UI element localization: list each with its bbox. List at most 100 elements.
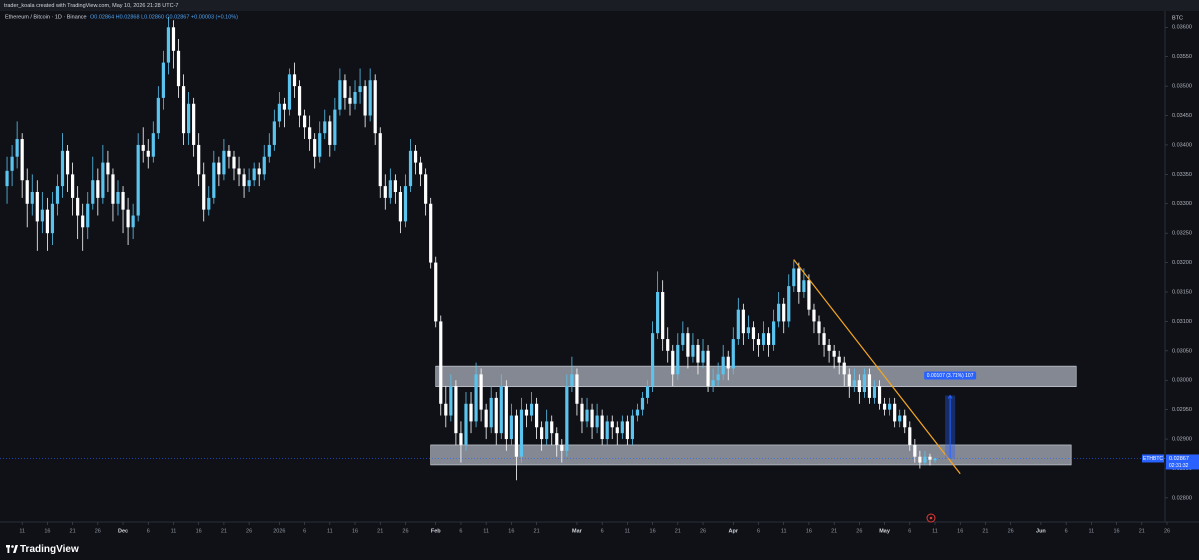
candle-body	[217, 162, 221, 175]
x-tick-label: 6	[908, 528, 911, 534]
candle-body	[408, 150, 413, 187]
candle-body	[439, 321, 443, 404]
measure-label: 0.00107 (3.71%) 107	[927, 373, 974, 379]
candle-body	[292, 74, 297, 87]
symbol-label-box	[1142, 454, 1164, 463]
candle-body	[277, 103, 281, 122]
candle-body	[313, 139, 317, 157]
candle-body	[297, 86, 302, 116]
x-tick-label: 16	[196, 528, 202, 534]
candle-body	[76, 197, 80, 216]
candle-body	[711, 380, 715, 387]
x-tick-label: 26	[95, 528, 101, 534]
candle-body	[529, 403, 534, 416]
y-tick-label: 0.02900	[1172, 437, 1192, 443]
header-bar	[0, 0, 1199, 11]
candle-body	[731, 339, 735, 369]
candle-body	[580, 403, 584, 422]
price-zone	[435, 365, 1077, 388]
candle-body	[489, 397, 493, 428]
candle-body	[590, 409, 594, 428]
symbol-label: ETHBTC	[1143, 456, 1163, 462]
candle-body	[413, 150, 418, 163]
footer-brand: TradingView	[20, 544, 79, 555]
x-tick-label: 21	[221, 528, 227, 534]
logo-part	[11, 545, 14, 548]
candle-body	[671, 350, 675, 375]
candle-body	[736, 309, 740, 340]
candle-body	[918, 456, 922, 463]
x-tick-label: 26	[856, 528, 862, 534]
candle-body	[338, 80, 342, 110]
candle-body	[5, 170, 9, 187]
x-tick-label: May	[879, 528, 891, 534]
x-tick-label: 21	[675, 528, 681, 534]
candle-body	[192, 103, 196, 145]
candle-body	[151, 133, 155, 157]
plot-area: 0.00107 (3.71%) 107	[0, 16, 1165, 481]
x-tick-label: 26	[1164, 528, 1170, 534]
candle-body	[308, 127, 312, 140]
candle-body	[25, 180, 29, 204]
candle-body	[121, 192, 125, 210]
candle-body	[373, 80, 377, 134]
x-tick-label: 16	[352, 528, 358, 534]
candle-body	[116, 192, 120, 204]
candle-body	[454, 386, 458, 434]
candle-body	[691, 344, 695, 357]
x-tick-label: 6	[1065, 528, 1068, 534]
event-icon[interactable]	[926, 513, 936, 523]
x-tick-label: 16	[806, 528, 812, 534]
x-tick-label: 6	[147, 528, 150, 534]
candle-body	[872, 386, 877, 398]
x-tick-label: 16	[508, 528, 514, 534]
countdown-label: 02:31:32	[1169, 463, 1189, 469]
x-tick-label: 11	[781, 528, 787, 534]
candle-body	[60, 150, 65, 187]
candle-body	[908, 427, 912, 445]
candle-body	[242, 174, 246, 187]
candle-body	[363, 86, 367, 116]
candle-body	[434, 262, 438, 322]
y-tick-label: 0.03400	[1172, 142, 1192, 148]
x-tick-label: 16	[1114, 528, 1120, 534]
candle-body	[524, 409, 529, 416]
legend-ohlc: O0.02864 H0.02868 L0.02860 C0.02867 +0.0…	[90, 14, 238, 20]
candle-body	[812, 309, 816, 322]
x-tick-label: 6	[601, 528, 604, 534]
candle-body	[106, 162, 110, 175]
candle-body	[726, 356, 730, 369]
candle-body	[141, 144, 145, 151]
candle-body	[474, 374, 478, 422]
x-tick-label: 21	[377, 528, 383, 534]
candle-body	[348, 97, 352, 104]
y-tick-label: 0.03000	[1172, 378, 1192, 384]
candle-body	[797, 268, 801, 292]
candle-body	[343, 80, 347, 98]
x-tick-label: 16	[650, 528, 656, 534]
header-text: trader_koala created with TradingView.co…	[4, 3, 178, 9]
x-tick-label: 11	[932, 528, 938, 534]
candle-body	[323, 121, 327, 134]
candle-body	[585, 409, 589, 422]
candle-body	[55, 186, 60, 204]
candle-body	[282, 103, 287, 110]
candle-body	[257, 168, 261, 175]
candle-body	[610, 421, 614, 428]
candle-body	[605, 421, 609, 440]
logo-part	[13, 545, 18, 553]
candle-body	[625, 421, 629, 440]
x-tick-label: 26	[246, 528, 252, 534]
candle-body	[353, 92, 357, 104]
candle-body	[91, 180, 95, 204]
candle-body	[368, 80, 372, 116]
x-tick-label: Mar	[572, 528, 583, 534]
candle-body	[802, 280, 806, 292]
candle-body	[540, 427, 544, 440]
candle-body	[10, 156, 14, 171]
x-tick-label: 26	[700, 528, 706, 534]
x-tick-label: 11	[19, 528, 25, 534]
candle-body	[267, 144, 271, 157]
candle-body	[15, 139, 19, 157]
x-tick-label: 6	[303, 528, 306, 534]
